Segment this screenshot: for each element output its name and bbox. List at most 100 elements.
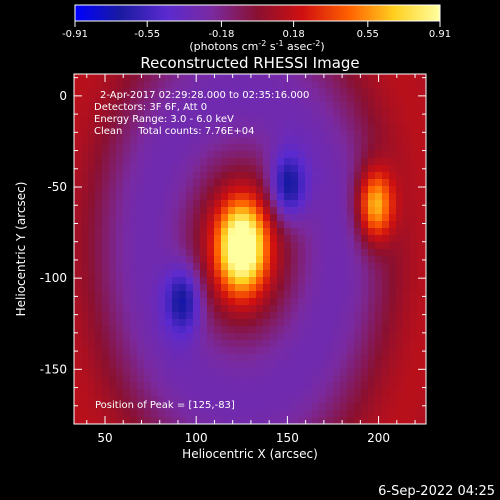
heatmap-cell [172, 368, 180, 376]
heatmap-cell [249, 298, 257, 306]
heatmap-cell [340, 193, 348, 201]
heatmap-cell [116, 81, 124, 89]
heatmap-cell [95, 207, 103, 215]
heatmap-cell [158, 172, 166, 180]
heatmap-cell [116, 109, 124, 117]
heatmap-cell [102, 263, 110, 271]
heatmap-cell [179, 354, 187, 362]
heatmap-cell [123, 291, 131, 299]
heatmap-cell [389, 347, 397, 355]
heatmap-cell [130, 263, 138, 271]
heatmap-cell [326, 361, 334, 369]
heatmap-cell [235, 158, 243, 166]
heatmap-cell [347, 102, 355, 110]
heatmap-cell [74, 130, 82, 138]
heatmap-cell [109, 368, 117, 376]
heatmap-cell [214, 361, 222, 369]
heatmap-cell [74, 333, 82, 341]
heatmap-cell [424, 263, 426, 271]
heatmap-cell [214, 88, 222, 96]
heatmap-cell [242, 270, 250, 278]
heatmap-cell [88, 172, 96, 180]
heatmap-cell [221, 403, 229, 411]
heatmap-cell [256, 249, 264, 257]
heatmap-cell [165, 410, 173, 418]
heatmap-cell [95, 81, 103, 89]
heatmap-cell [424, 228, 426, 236]
heatmap-cell [123, 74, 131, 82]
heatmap-cell [95, 305, 103, 313]
heatmap-cell [249, 375, 257, 383]
heatmap-cell [228, 144, 236, 152]
heatmap-cell [207, 396, 215, 404]
heatmap-cell [277, 193, 285, 201]
heatmap-cell [326, 312, 334, 320]
heatmap-cell [403, 291, 411, 299]
heatmap-cell [221, 389, 229, 397]
heatmap-cell [88, 382, 96, 390]
heatmap-cell [214, 368, 222, 376]
heatmap-cell [193, 284, 201, 292]
heatmap-cell [172, 74, 180, 82]
heatmap-cell [242, 305, 250, 313]
heatmap-cell [312, 375, 320, 383]
heatmap-cell [172, 242, 180, 250]
heatmap-cell [354, 256, 362, 264]
heatmap-cell [137, 228, 145, 236]
heatmap-cell [333, 109, 341, 117]
heatmap-cell [319, 214, 327, 222]
heatmap-cell [305, 256, 313, 264]
heatmap-cell [172, 410, 180, 418]
heatmap-cell [284, 95, 292, 103]
heatmap-cell [116, 417, 124, 424]
heatmap-cell [396, 102, 404, 110]
heatmap-cell [144, 410, 152, 418]
heatmap-cell [144, 74, 152, 82]
heatmap-cell [417, 312, 425, 320]
heatmap-cell [123, 151, 131, 159]
heatmap-cell [123, 235, 131, 243]
heatmap-cell [74, 389, 82, 397]
heatmap-cell [284, 193, 292, 201]
heatmap-cell [340, 396, 348, 404]
heatmap-cell [319, 151, 327, 159]
heatmap-cell [256, 410, 264, 418]
heatmap-cell [284, 312, 292, 320]
heatmap-cell [137, 403, 145, 411]
heatmap-cell [123, 417, 131, 424]
heatmap-cell [158, 291, 166, 299]
heatmap-cell [319, 326, 327, 334]
heatmap-cell [319, 109, 327, 117]
heatmap-cell [137, 151, 145, 159]
heatmap-cell [389, 312, 397, 320]
heatmap-cell [74, 158, 82, 166]
heatmap-cell [165, 186, 173, 194]
heatmap-cell [291, 263, 299, 271]
heatmap-cell [214, 417, 222, 424]
heatmap-cell [109, 403, 117, 411]
heatmap-cell [186, 214, 194, 222]
heatmap-cell [130, 375, 138, 383]
heatmap-cell [193, 403, 201, 411]
heatmap-cell [123, 403, 131, 411]
heatmap-cell [200, 74, 208, 82]
heatmap-cell [347, 95, 355, 103]
heatmap-cell [165, 165, 173, 173]
heatmap-cell [354, 193, 362, 201]
heatmap-cell [270, 137, 278, 145]
heatmap-cell [193, 277, 201, 285]
heatmap-cell [270, 109, 278, 117]
heatmap-cell [95, 340, 103, 348]
heatmap-cell [375, 193, 383, 201]
heatmap-cell [410, 109, 418, 117]
heatmap-cell [186, 354, 194, 362]
heatmap-cell [340, 361, 348, 369]
heatmap-cell [74, 382, 82, 390]
heatmap-cell [249, 417, 257, 424]
heatmap-cell [214, 74, 222, 82]
heatmap-cell [389, 102, 397, 110]
heatmap-cell [298, 284, 306, 292]
heatmap-cell [333, 326, 341, 334]
heatmap-cell [340, 235, 348, 243]
